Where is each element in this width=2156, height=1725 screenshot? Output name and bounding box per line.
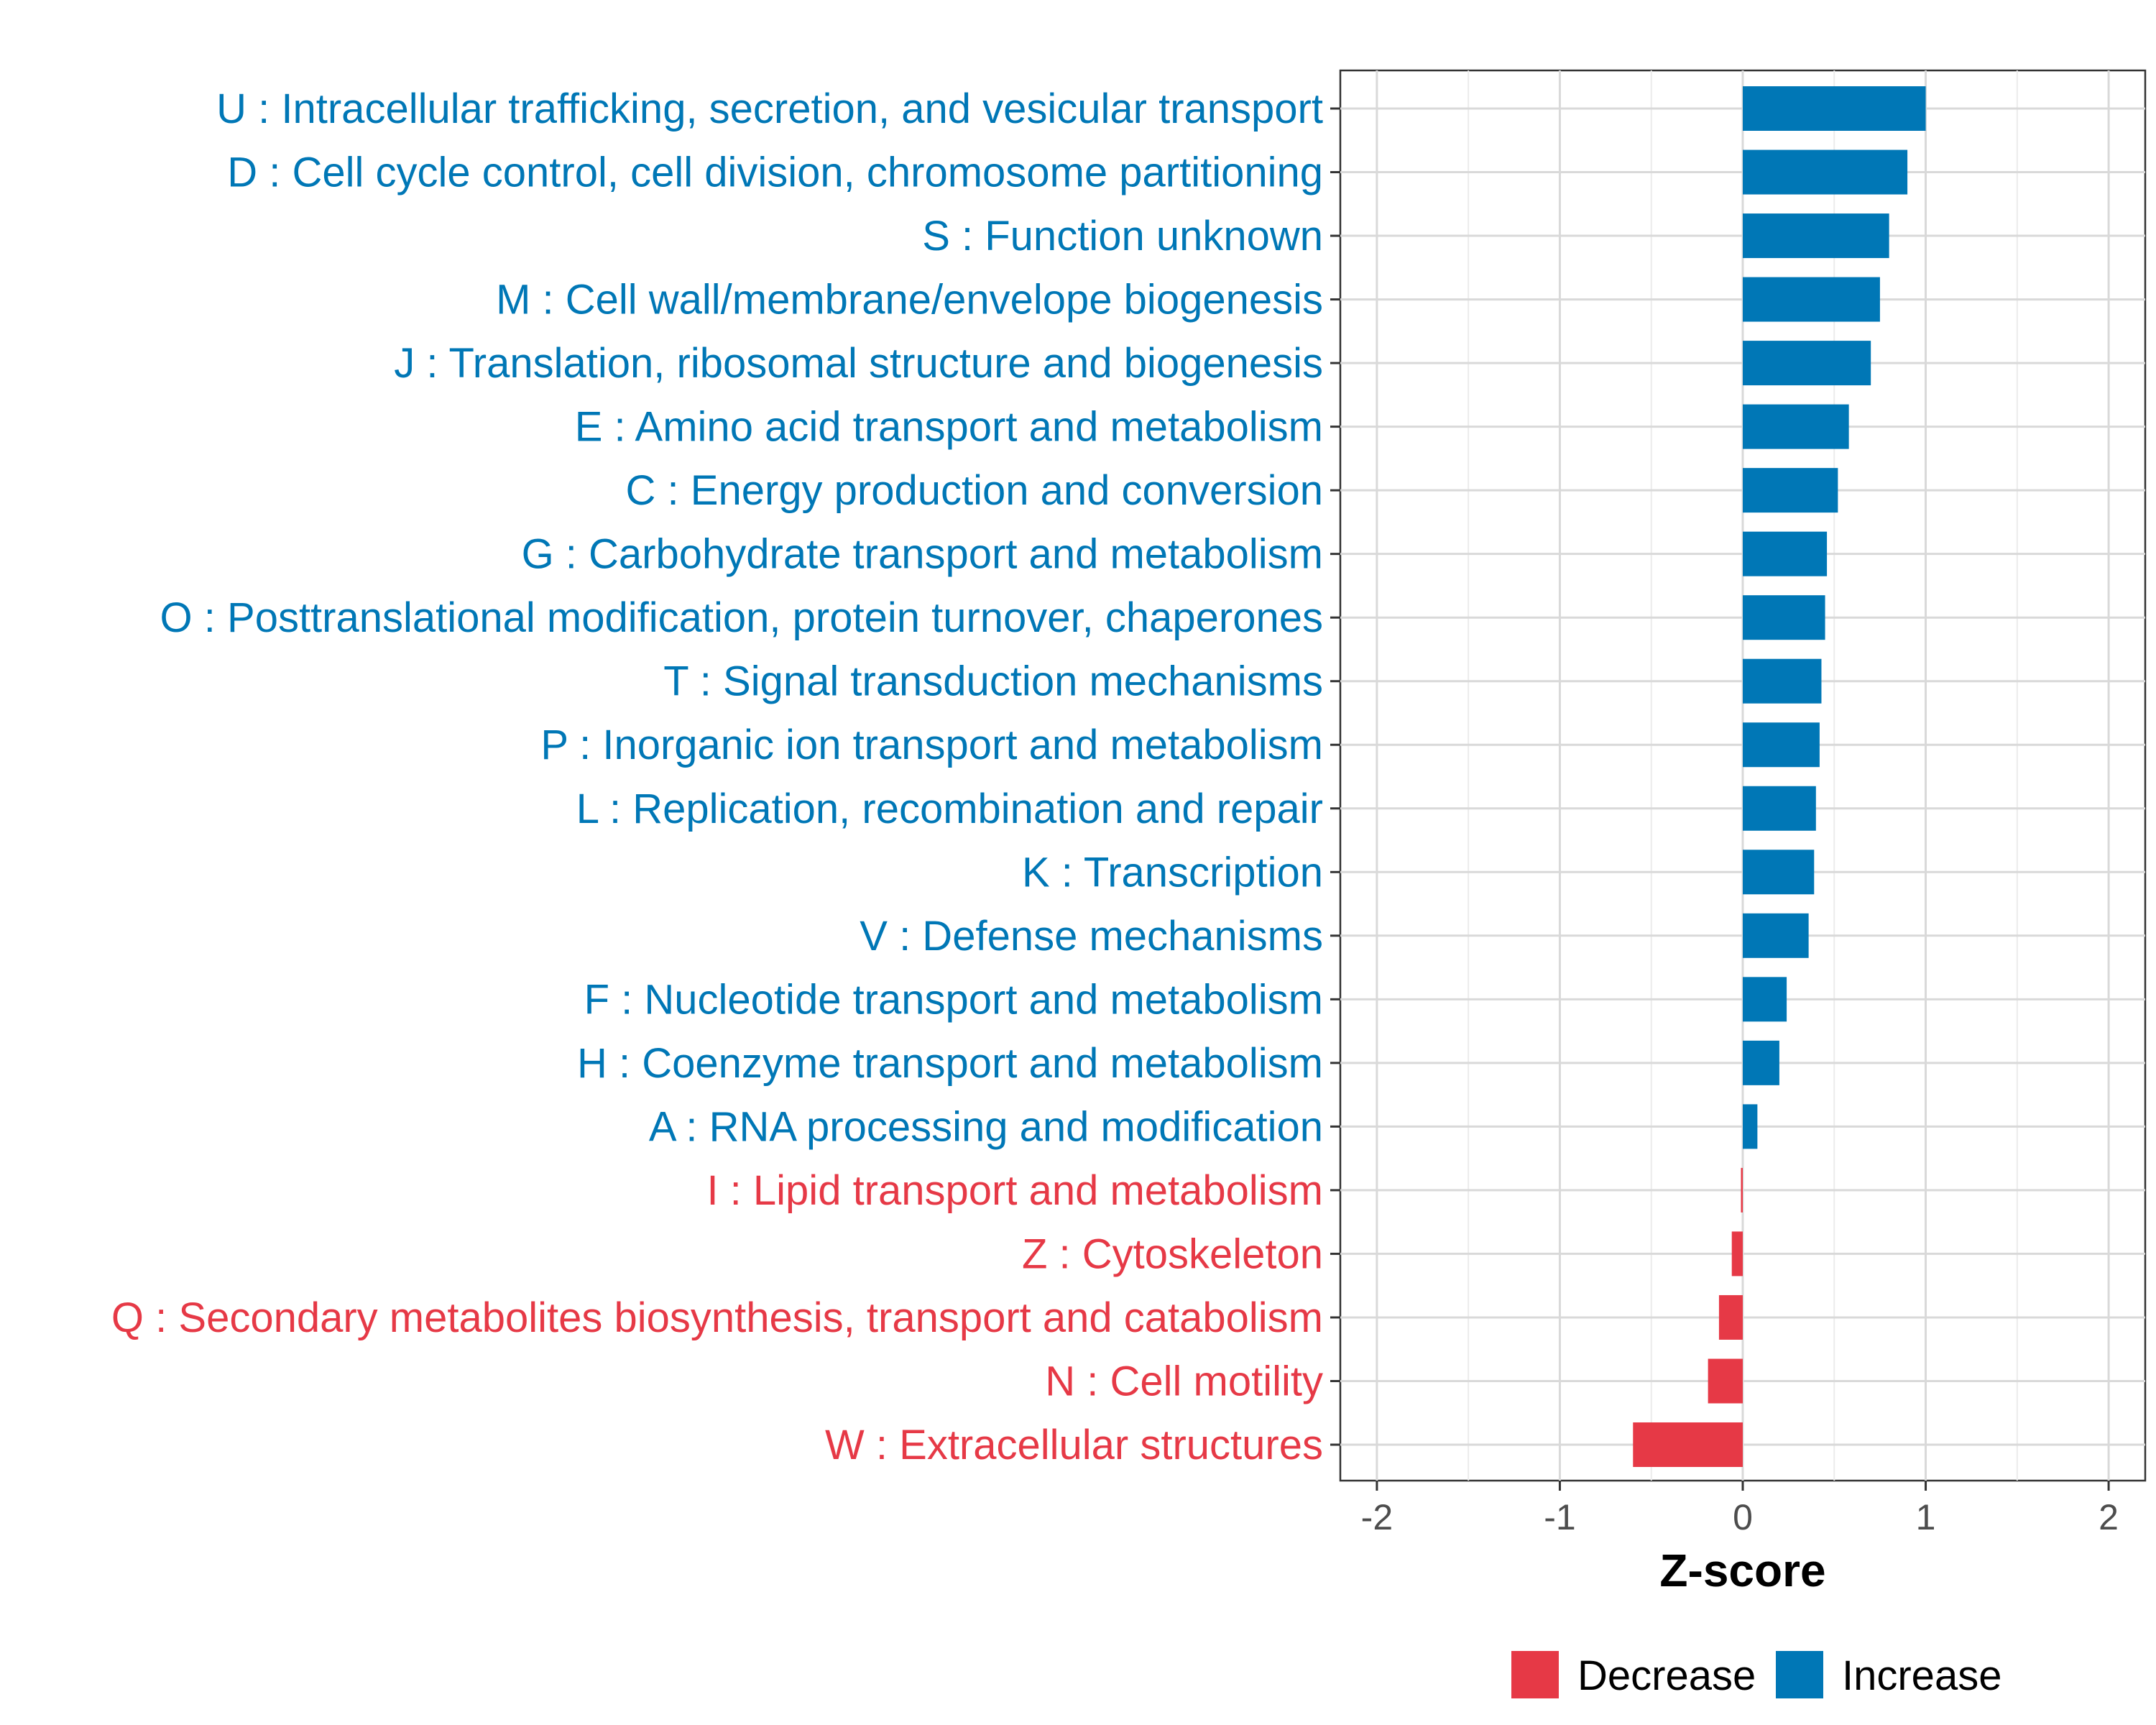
category-label: M : Cell wall/membrane/envelope biogenes… <box>496 277 1323 323</box>
category-label: C : Energy production and conversion <box>626 467 1323 514</box>
bar <box>1743 1040 1779 1085</box>
category-label: F : Nucleotide transport and metabolism <box>584 976 1323 1023</box>
x-axis-title: Z-score <box>1659 1545 1825 1596</box>
x-tick-label: -1 <box>1544 1497 1575 1537</box>
category-label: U : Intracellular trafficking, secretion… <box>216 86 1323 132</box>
bar <box>1743 595 1825 640</box>
category-label: G : Carbohydrate transport and metabolis… <box>522 531 1323 578</box>
bar <box>1743 277 1880 322</box>
bar <box>1743 913 1809 958</box>
bar <box>1633 1422 1743 1467</box>
legend: Decrease Increase <box>1511 1651 2001 1699</box>
category-label: A : RNA processing and modification <box>649 1103 1323 1150</box>
bar <box>1743 977 1787 1022</box>
bar <box>1743 531 1828 576</box>
bar <box>1708 1358 1743 1404</box>
bar <box>1743 658 1822 704</box>
category-label: P : Inorganic ion transport and metaboli… <box>540 722 1323 768</box>
category-label: D : Cell cycle control, cell division, c… <box>227 150 1323 196</box>
x-axis: -2 -1 0 1 2 <box>1361 1481 2119 1537</box>
bar <box>1731 1231 1743 1276</box>
category-label: N : Cell motility <box>1045 1358 1323 1404</box>
bar <box>1743 468 1838 513</box>
category-label: Q : Secondary metabolites biosynthesis, … <box>111 1294 1323 1341</box>
category-label: O : Posttranslational modification, prot… <box>160 594 1323 641</box>
x-tick-label: -2 <box>1361 1497 1393 1537</box>
bar <box>1743 86 1926 131</box>
legend-swatch <box>1776 1651 1823 1698</box>
category-label: S : Function unknown <box>922 213 1323 259</box>
bars <box>1633 86 1926 1467</box>
bar <box>1743 786 1816 831</box>
legend-swatch <box>1511 1651 1559 1698</box>
bar <box>1743 404 1849 449</box>
category-label: E : Amino acid transport and metabolism <box>575 404 1323 451</box>
category-label: Z : Cytoskeleton <box>1022 1230 1323 1277</box>
legend-label: Decrease <box>1577 1652 1756 1699</box>
bar <box>1718 1294 1743 1340</box>
x-tick-label: 1 <box>1916 1497 1936 1537</box>
bar <box>1741 1167 1743 1213</box>
category-label: W : Extracellular structures <box>825 1422 1323 1468</box>
category-label: H : Coenzyme transport and metabolism <box>577 1040 1323 1087</box>
category-label: J : Translation, ribosomal structure and… <box>394 340 1323 387</box>
bar <box>1743 213 1889 259</box>
legend-label: Increase <box>1842 1652 2001 1699</box>
x-tick-label: 0 <box>1733 1497 1753 1537</box>
category-label: K : Transcription <box>1022 849 1323 896</box>
bar <box>1743 722 1820 768</box>
category-label: V : Defense mechanisms <box>860 913 1323 960</box>
category-label: L : Replication, recombination and repai… <box>576 786 1323 832</box>
category-label: I : Lipid transport and metabolism <box>706 1167 1323 1214</box>
bar <box>1743 341 1871 386</box>
category-labels: U : Intracellular trafficking, secretion… <box>111 86 1340 1468</box>
category-label: T : Signal transduction mechanisms <box>663 658 1323 705</box>
bar <box>1743 150 1908 195</box>
bar <box>1743 850 1815 895</box>
bar <box>1743 1104 1758 1149</box>
x-tick-label: 2 <box>2099 1497 2119 1537</box>
